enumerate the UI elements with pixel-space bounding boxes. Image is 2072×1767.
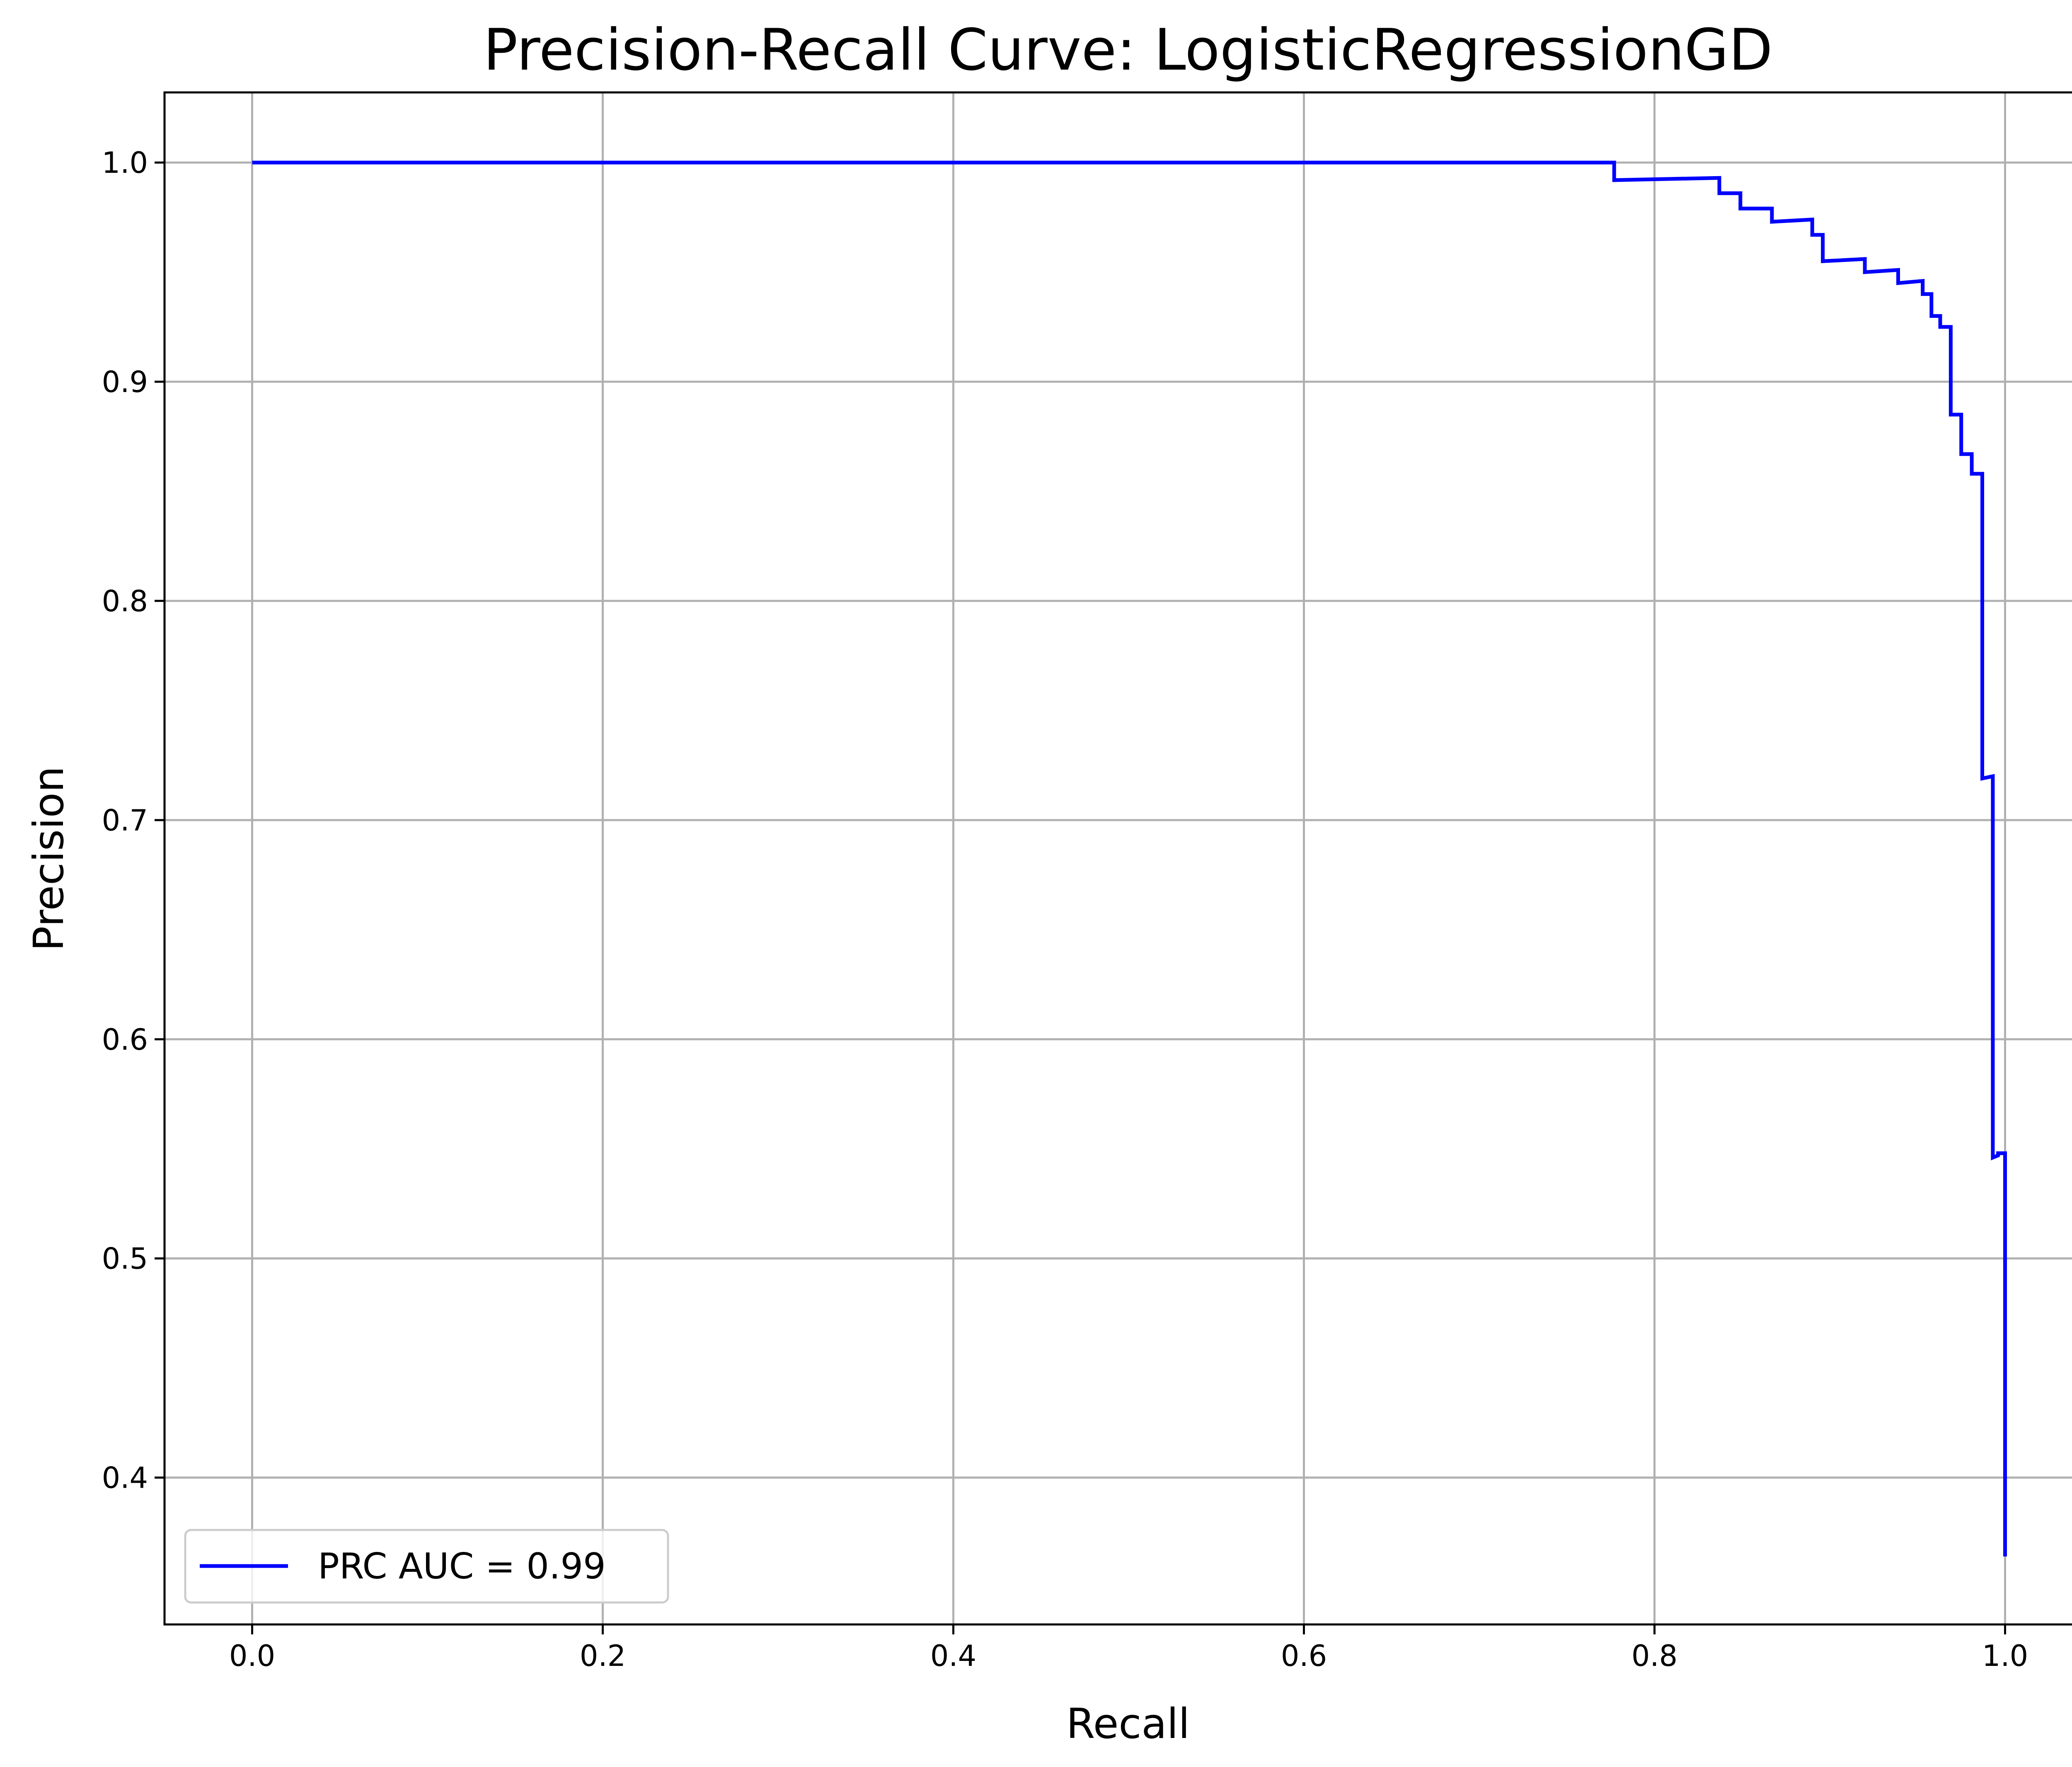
plot-frame — [163, 91, 2072, 1626]
x-tick-label: 0.0 — [229, 1639, 275, 1673]
y-tick-label: 0.7 — [102, 804, 148, 838]
y-tick-label: 0.4 — [102, 1461, 148, 1495]
x-tick-label: 0.4 — [930, 1639, 976, 1673]
legend: PRC AUC = 0.99 — [184, 1529, 669, 1604]
chart-title: Precision-Recall Curve: LogisticRegressi… — [483, 17, 1773, 83]
y-tick-label: 0.5 — [102, 1242, 148, 1276]
x-tick-label: 0.6 — [1281, 1639, 1327, 1673]
x-axis-label: Recall — [1066, 1699, 1190, 1748]
series-layer — [252, 160, 2007, 1556]
y-tick-label: 1.0 — [102, 146, 148, 180]
y-tick-label: 0.6 — [102, 1023, 148, 1057]
grid-layer — [165, 92, 2072, 1624]
x-tick-label: 0.2 — [580, 1639, 626, 1673]
x-tick-label: 1.0 — [1982, 1639, 2028, 1673]
x-tick-label: 0.8 — [1631, 1639, 1677, 1673]
legend-label: PRC AUC = 0.99 — [318, 1546, 606, 1587]
y-axis-label: Precision — [24, 766, 73, 951]
y-tick-label: 0.8 — [102, 584, 148, 618]
legend-box — [184, 1529, 669, 1604]
tick-layer: 0.0 0.2 0.4 0.6 0.8 1.0 0.4 0.5 0.6 0.7 0.8 0.9 1.0 — [102, 146, 2028, 1673]
y-tick-label: 0.9 — [102, 365, 148, 399]
series-line — [252, 160, 2007, 1556]
